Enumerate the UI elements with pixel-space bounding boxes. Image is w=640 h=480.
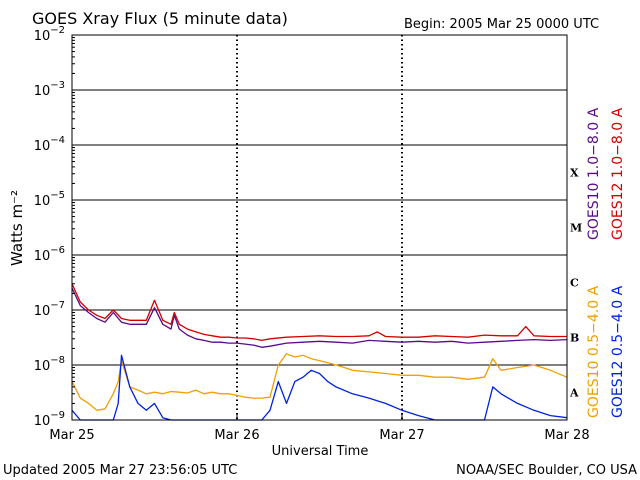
x-tick-label: Mar 25	[49, 428, 94, 443]
x-tick-label: Mar 28	[544, 428, 589, 443]
y-tick-exponent: −6	[50, 245, 65, 256]
flare-class-label: M	[570, 222, 582, 235]
y-tick-exponent: −7	[50, 300, 65, 311]
series-line	[71, 287, 568, 348]
legend-entry: GOES12 1.0−8.0 A	[610, 107, 626, 240]
y-tick-label: 10−7	[34, 300, 65, 319]
y-tick-exponent: −5	[50, 190, 65, 201]
legend-entry: GOES12 0.5−4.0 A	[610, 285, 626, 418]
x-axis-label: Universal Time	[272, 444, 369, 459]
y-tick-label: 10−9	[34, 410, 65, 429]
y-axis: 10−210−310−410−510−610−710−810−9	[34, 25, 78, 429]
x-axis: Mar 25 Mar 26 Mar 27 Mar 28	[49, 414, 590, 443]
y-tick-exponent: −3	[50, 80, 65, 91]
legend: GOES10 1.0−8.0 A GOES12 1.0−8.0 A GOES10 0…	[586, 107, 626, 418]
y-tick-label: 10−8	[34, 355, 65, 374]
chart-title: GOES Xray Flux (5 minute data)	[32, 9, 288, 28]
y-tick-label: 10−6	[34, 245, 65, 264]
plot-frame	[71, 34, 568, 421]
series-line	[71, 353, 568, 411]
flare-class-label: C	[570, 277, 579, 290]
flare-class-label: A	[569, 387, 579, 400]
y-axis-label: Watts m⁻²	[8, 190, 26, 266]
y-tick-label: 10−4	[34, 135, 65, 154]
flare-class-label: B	[570, 332, 579, 345]
y-tick-label: 10−5	[34, 190, 65, 209]
series-line	[71, 283, 567, 342]
y-tick-exponent: −2	[50, 25, 65, 36]
flare-class-label: X	[570, 167, 579, 180]
x-tick-label: Mar 26	[214, 428, 259, 443]
legend-entry: GOES10 1.0−8.0 A	[586, 107, 602, 240]
series-group	[71, 283, 568, 421]
x-tick-label: Mar 27	[379, 428, 424, 443]
credit-text: NOAA/SEC Boulder, CO USA	[456, 463, 637, 478]
y-tick-exponent: −8	[50, 355, 65, 366]
flare-class-labels: X M C B A	[569, 167, 582, 400]
updated-timestamp: Updated 2005 Mar 27 23:56:05 UTC	[3, 463, 237, 478]
y-tick-label: 10−3	[34, 80, 65, 99]
begin-label: Begin: 2005 Mar 25 0000 UTC	[404, 17, 599, 32]
y-tick-exponent: −4	[50, 135, 65, 146]
grid	[72, 35, 567, 420]
y-tick-exponent: −9	[50, 410, 65, 421]
legend-entry: GOES10 0.5−4.0 A	[586, 285, 602, 418]
